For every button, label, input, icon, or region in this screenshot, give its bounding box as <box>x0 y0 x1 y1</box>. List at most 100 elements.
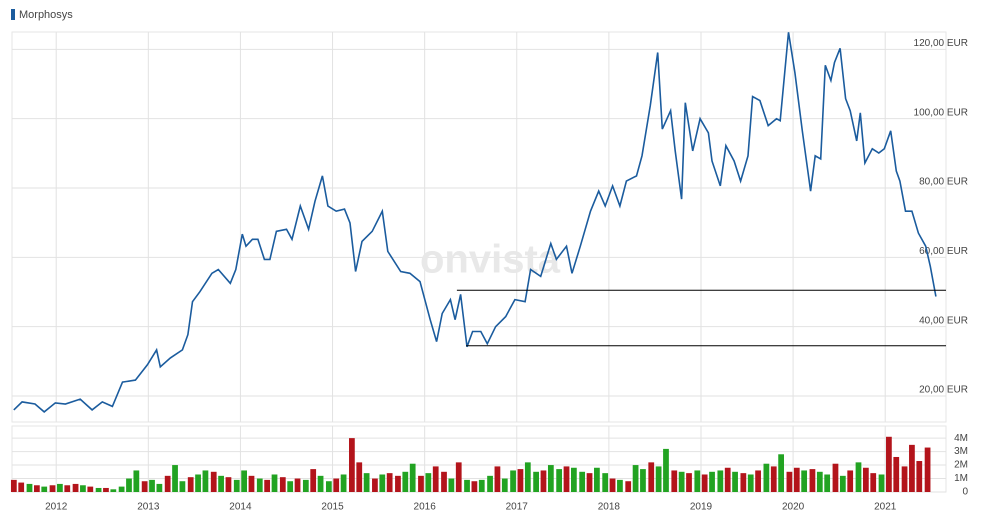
volume-bar <box>824 474 831 492</box>
volume-bar <box>809 469 816 492</box>
volume-bar <box>801 470 808 492</box>
volume-bar <box>556 469 563 492</box>
volume-bar <box>471 481 478 492</box>
volume-bar <box>72 483 79 492</box>
y-tick-label: 120,00 EUR <box>914 38 968 49</box>
volume-bar <box>570 467 577 492</box>
volume-bar <box>418 475 424 492</box>
volume-bar <box>87 486 94 492</box>
volume-bar <box>149 479 155 492</box>
y-tick-label: 0 <box>962 487 968 498</box>
volume-bar <box>586 473 593 492</box>
volume-bar <box>740 473 747 492</box>
volume-bar <box>886 436 892 492</box>
volume-bar <box>126 478 132 492</box>
x-tick-label: 2016 <box>414 502 437 513</box>
volume-bar <box>816 471 823 492</box>
volume-bar <box>395 475 401 492</box>
volume-bar <box>279 477 286 492</box>
volume-bar <box>363 473 370 492</box>
volume-bar <box>793 467 800 492</box>
volume-bar <box>264 479 271 492</box>
volume-bar <box>10 479 17 492</box>
x-tick-label: 2021 <box>874 502 897 513</box>
volume-bar <box>241 470 247 492</box>
volume-bar <box>510 470 516 492</box>
volume-bar <box>41 486 48 492</box>
volume-bar <box>694 470 701 492</box>
x-tick-label: 2019 <box>690 502 713 513</box>
legend-label: Morphosys <box>19 9 73 21</box>
volume-bar <box>195 474 201 492</box>
volume-bar <box>617 479 623 492</box>
x-tick-label: 2018 <box>598 502 621 513</box>
volume-bar <box>909 444 915 492</box>
volume-bar <box>233 479 240 492</box>
legend-swatch <box>11 9 15 20</box>
volume-bar <box>248 475 255 492</box>
x-tick-label: 2014 <box>229 502 252 513</box>
volume-bar <box>663 448 669 492</box>
volume-bar <box>524 462 531 492</box>
volume-bar <box>924 447 931 492</box>
volume-bar <box>501 478 508 492</box>
price-line <box>13 32 937 413</box>
volume-bar <box>640 469 646 492</box>
volume-bar <box>172 465 178 492</box>
volume-bar <box>855 462 862 492</box>
volume-bar <box>625 481 632 492</box>
panel-frame <box>11 31 947 423</box>
volume-bar <box>594 467 600 492</box>
volume-bar <box>156 483 163 492</box>
volume-bar <box>202 470 209 492</box>
volume-bar <box>862 467 869 492</box>
volume-bar <box>632 465 639 492</box>
x-tick-label: 2020 <box>782 502 805 513</box>
volume-bar <box>563 466 570 492</box>
y-tick-label: 40,00 EUR <box>919 315 968 326</box>
volume-bar <box>847 470 854 492</box>
y-tick-label: 20,00 EUR <box>919 385 968 396</box>
volume-bar <box>340 474 347 492</box>
volume-bar <box>678 471 685 492</box>
volume-bar <box>540 470 547 492</box>
volume-bar <box>402 471 409 492</box>
x-tick-label: 2015 <box>321 502 344 513</box>
volume-bar <box>256 478 263 492</box>
volume-bar <box>110 489 117 492</box>
volume-bar <box>732 471 738 492</box>
volume-bar <box>310 469 317 492</box>
volume-bar <box>379 474 386 492</box>
volume-bar <box>302 479 309 492</box>
y-tick-label: 4M <box>954 433 968 444</box>
volume-bar <box>763 463 770 492</box>
volume-bar <box>878 474 885 492</box>
y-tick-label: 100,00 EUR <box>914 107 968 118</box>
volume-bar <box>409 463 416 492</box>
volume-bar <box>579 471 586 492</box>
volume-bar <box>478 479 485 492</box>
volume-bar <box>464 479 470 492</box>
volume-bar <box>455 462 462 492</box>
volume-bar <box>717 470 724 492</box>
volume-bar <box>747 474 754 492</box>
volume-bar <box>755 470 761 492</box>
volume-bar <box>494 466 501 492</box>
volume-bar <box>349 438 355 492</box>
volume-bar <box>648 462 655 492</box>
x-tick-label: 2017 <box>506 502 529 513</box>
volume-bar <box>778 454 785 492</box>
volume-bar <box>95 487 102 492</box>
volume-bar <box>80 485 86 492</box>
volume-bar <box>187 477 194 492</box>
volume-bar <box>547 465 554 492</box>
volume-bar <box>64 485 71 492</box>
volume-bar <box>317 475 324 492</box>
volume-bar <box>901 466 908 492</box>
volume-bar <box>839 475 846 492</box>
volume-bar <box>18 482 25 492</box>
volume-bar <box>655 466 662 492</box>
volume-bar <box>164 475 171 492</box>
volume-bar <box>609 478 616 492</box>
volume-bar <box>325 481 332 492</box>
